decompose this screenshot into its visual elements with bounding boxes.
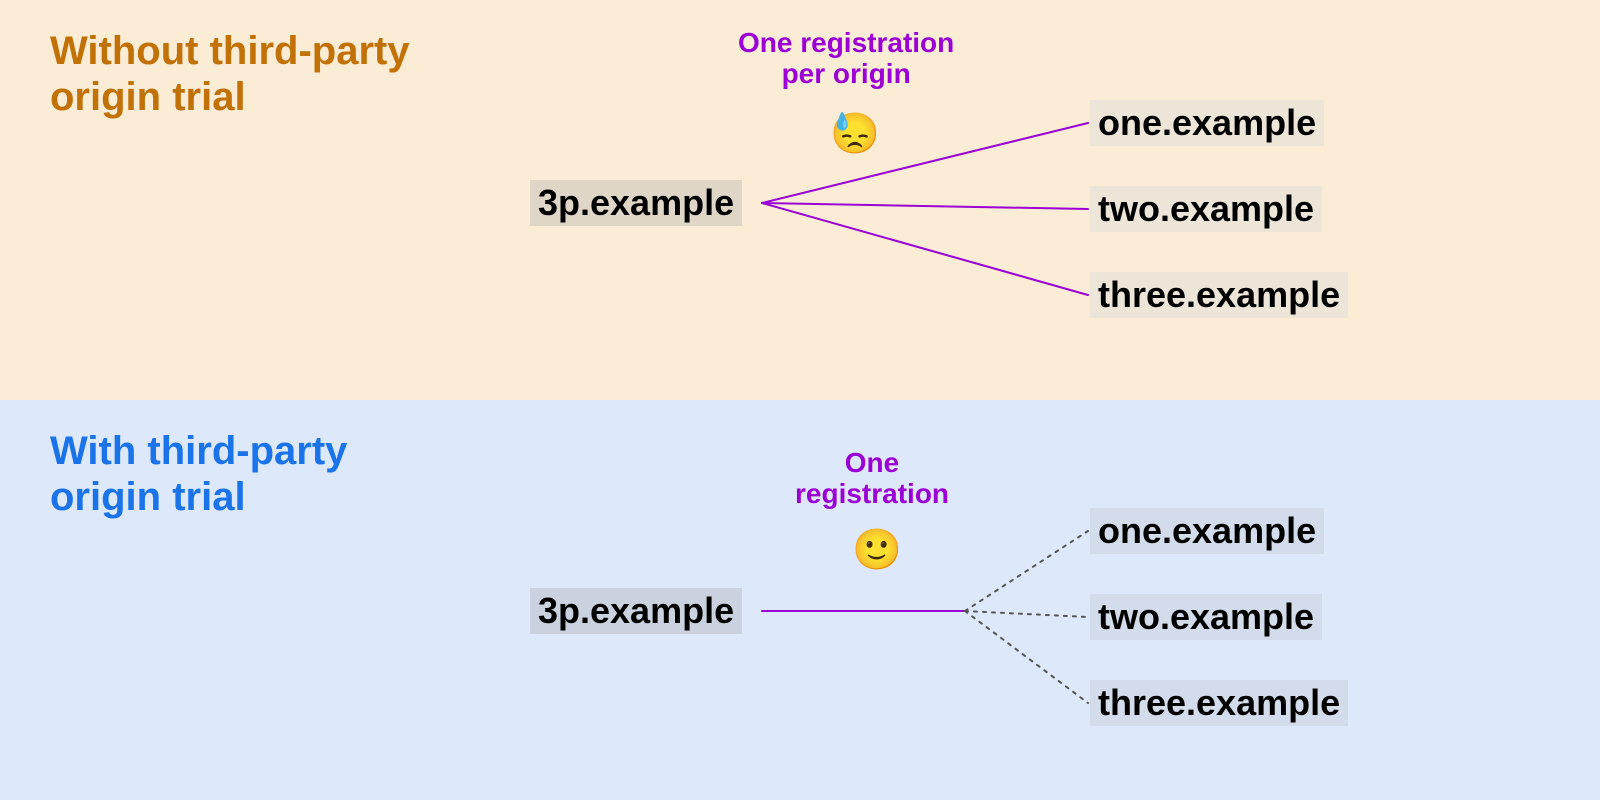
smile-emoji-icon: 🙂 (852, 526, 902, 573)
target-node-two: two.example (1090, 594, 1322, 640)
annotation-line1: One (845, 447, 899, 478)
heading-line1: Without third-party (50, 29, 410, 73)
heading-without: Without third-party origin trial (50, 28, 410, 120)
heading-line1: With third-party (50, 429, 347, 473)
annotation-per-origin: One registration per origin (738, 28, 954, 90)
target-node-one: one.example (1090, 508, 1324, 554)
annotation-line2: registration (795, 478, 949, 509)
annotation-line2: per origin (782, 58, 911, 89)
heading-line2: origin trial (50, 475, 246, 519)
panel-with-third-party: With third-party origin trial One regist… (0, 400, 1600, 800)
annotation-line1: One registration (738, 27, 954, 58)
heading-with: With third-party origin trial (50, 428, 347, 520)
annotation-one-registration: One registration (795, 448, 949, 510)
source-node-3p: 3p.example (530, 180, 742, 226)
target-node-three: three.example (1090, 272, 1348, 318)
target-node-two: two.example (1090, 186, 1322, 232)
panel-without-third-party: Without third-party origin trial One reg… (0, 0, 1600, 400)
target-node-three: three.example (1090, 680, 1348, 726)
sad-sweat-emoji-icon: 😓 (830, 110, 880, 157)
source-node-3p: 3p.example (530, 588, 742, 634)
heading-line2: origin trial (50, 75, 246, 119)
target-node-one: one.example (1090, 100, 1324, 146)
